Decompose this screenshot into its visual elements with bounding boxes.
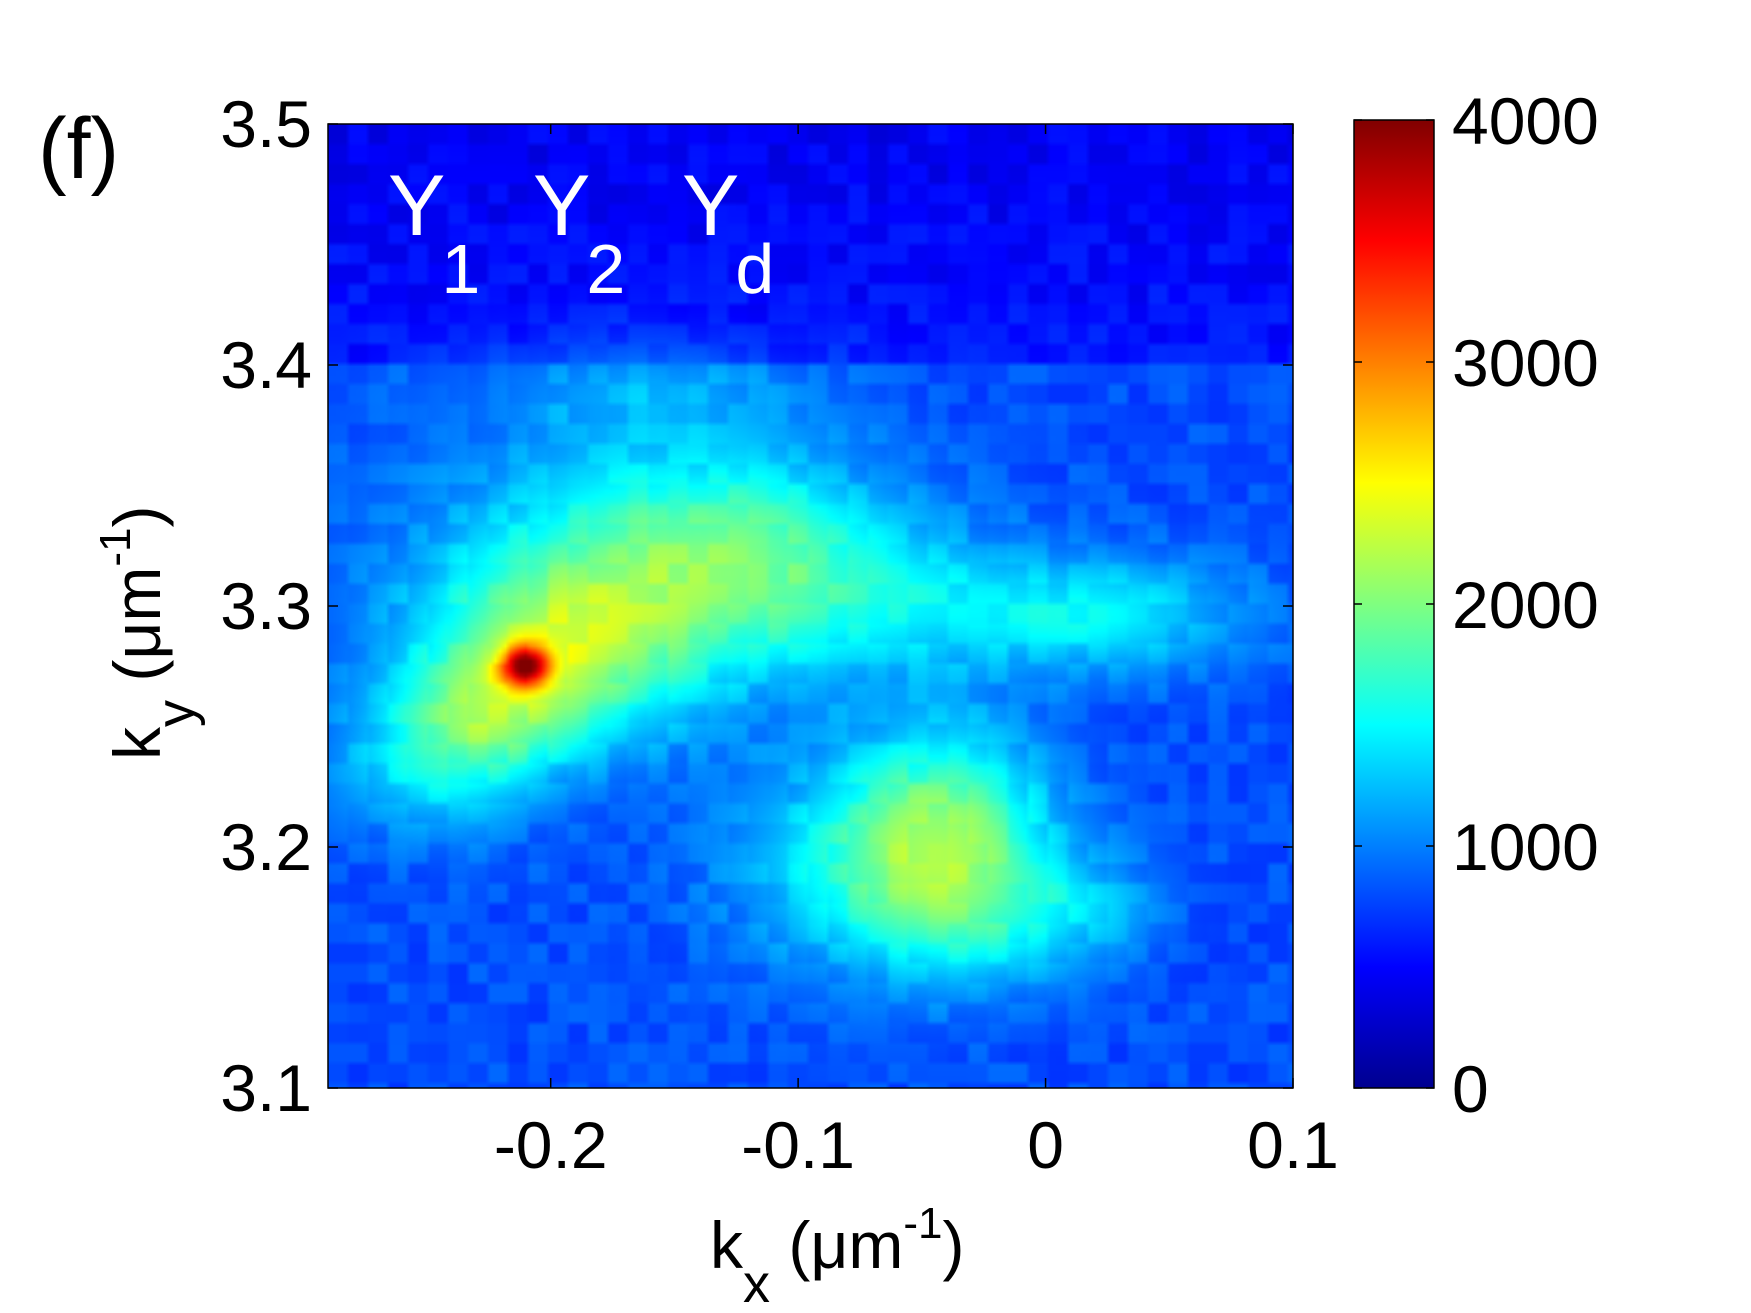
y-axis-label-main: k [100, 726, 174, 760]
x-axis-label-sup: -1 [903, 1199, 942, 1248]
x-axis-label: kx (μm-1) [710, 1199, 964, 1313]
colorbar-tick-label: 1000 [1452, 810, 1599, 884]
y-axis-label-unit: (μm [100, 567, 174, 700]
colorbar-tick-label: 4000 [1452, 84, 1599, 158]
panel-label: (f) [38, 101, 119, 197]
y-axis-label-sub: y [146, 700, 206, 727]
heatmap-plot-area [327, 123, 1294, 1089]
colorbar: 0 1000 2000 3000 4000 [1353, 84, 1599, 1126]
x-axis-label-main: k [710, 1208, 744, 1282]
y-axis-label-sup: -1 [91, 528, 140, 567]
colorbar-gradient [1353, 119, 1435, 1089]
heatmap-image [328, 124, 1293, 1088]
annotations: Y 1 Y 2 Y d [388, 158, 774, 308]
y-tick-label: 3.2 [220, 810, 312, 884]
colorbar-tick-label: 2000 [1452, 568, 1599, 642]
y-axis-label-close: ) [100, 506, 174, 528]
y-tick-label: 3.4 [220, 328, 312, 402]
y-tick-label: 3.1 [220, 1051, 312, 1125]
x-tick-label: -0.2 [494, 1108, 608, 1182]
colorbar-tick-label: 0 [1452, 1052, 1489, 1126]
x-axis-label-close: ) [942, 1208, 964, 1282]
x-axis-ticks: -0.2 -0.1 0 0.1 [494, 124, 1339, 1182]
x-axis-label-sub: x [743, 1254, 770, 1313]
y-axis-ticks: 3.1 3.2 3.3 3.4 3.5 [220, 87, 1293, 1125]
x-axis-label-unit: (μm [770, 1208, 903, 1282]
y-tick-label: 3.3 [220, 569, 312, 643]
x-tick-label: -0.1 [741, 1108, 855, 1182]
colorbar-tick-label: 3000 [1452, 326, 1599, 400]
x-tick-label: 0.1 [1247, 1108, 1339, 1182]
x-tick-label: 0 [1027, 1108, 1064, 1182]
colorbar-ticks: 0 1000 2000 3000 4000 [1354, 84, 1599, 1126]
y-axis-label: ky (μm-1) [91, 506, 206, 760]
y-tick-label: 3.5 [220, 87, 312, 161]
